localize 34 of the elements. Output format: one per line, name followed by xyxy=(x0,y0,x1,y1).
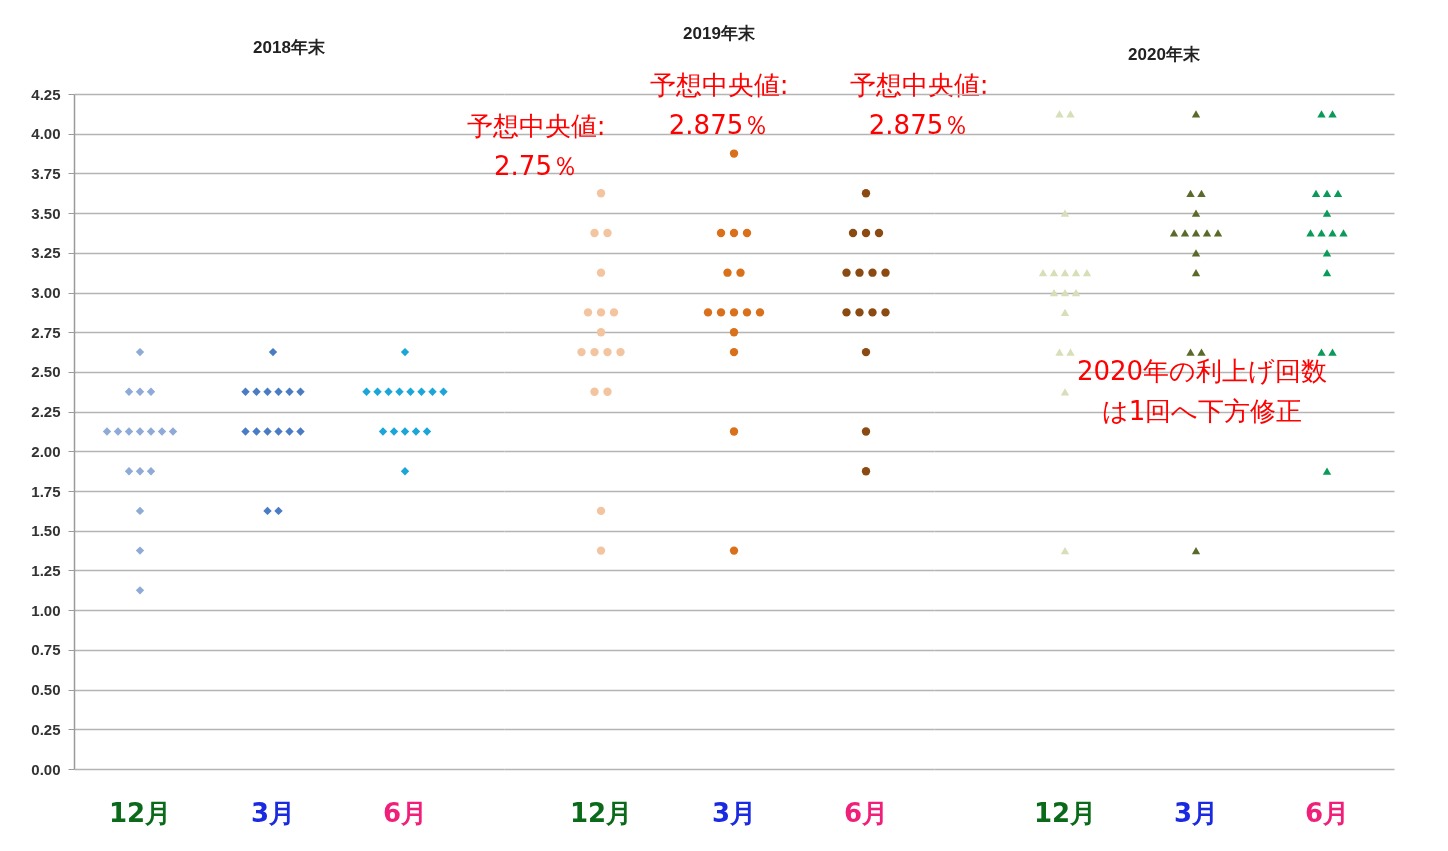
chart-title: 2019年末 xyxy=(683,24,756,43)
chart-title: 2018年末 xyxy=(253,38,326,57)
x-tick-label: 6月 xyxy=(382,798,428,828)
y-tick-label: 1.75 xyxy=(31,482,61,500)
x-tick-label: 6月 xyxy=(1304,798,1350,828)
annotation: 予想中央値:2.875％ xyxy=(849,70,989,140)
annotation: 2020年の利上げ回数は1回へ下方修正 xyxy=(1076,356,1328,426)
y-tick-label: 4.00 xyxy=(31,125,61,143)
x-tick-label: 12月 xyxy=(108,798,172,828)
annotation: 予想中央値:2.875％ xyxy=(649,70,789,140)
y-tick-label: 4.25 xyxy=(31,85,61,103)
annotation: 予想中央値:2.75％ xyxy=(466,111,606,181)
y-tick-label: 1.50 xyxy=(31,522,61,540)
x-tick-label: 3月 xyxy=(1173,798,1219,828)
y-tick-label: 3.50 xyxy=(31,204,61,222)
y-tick-label: 2.25 xyxy=(31,403,61,421)
y-tick-label: 1.00 xyxy=(31,601,61,619)
y-tick-label: 3.75 xyxy=(31,164,61,182)
x-tick-label: 3月 xyxy=(711,798,757,828)
y-tick-label: 0.50 xyxy=(31,681,61,699)
y-tick-label: 2.50 xyxy=(31,363,61,381)
y-tick-label: 0.25 xyxy=(31,720,61,738)
chart-title: 2020年末 xyxy=(1128,45,1201,64)
x-tick-label: 6月 xyxy=(843,798,889,828)
x-tick-label: 12月 xyxy=(1033,798,1097,828)
y-tick-label: 3.25 xyxy=(31,244,61,262)
y-tick-label: 3.00 xyxy=(31,284,61,302)
y-tick-label: 0.75 xyxy=(31,641,61,659)
y-tick-label: 2.00 xyxy=(31,442,61,460)
y-tick-label: 0.00 xyxy=(31,760,61,778)
y-tick-label: 1.25 xyxy=(31,561,61,579)
y-tick-label: 2.75 xyxy=(31,323,61,341)
x-tick-label: 12月 xyxy=(569,798,633,828)
x-tick-label: 3月 xyxy=(250,798,296,828)
